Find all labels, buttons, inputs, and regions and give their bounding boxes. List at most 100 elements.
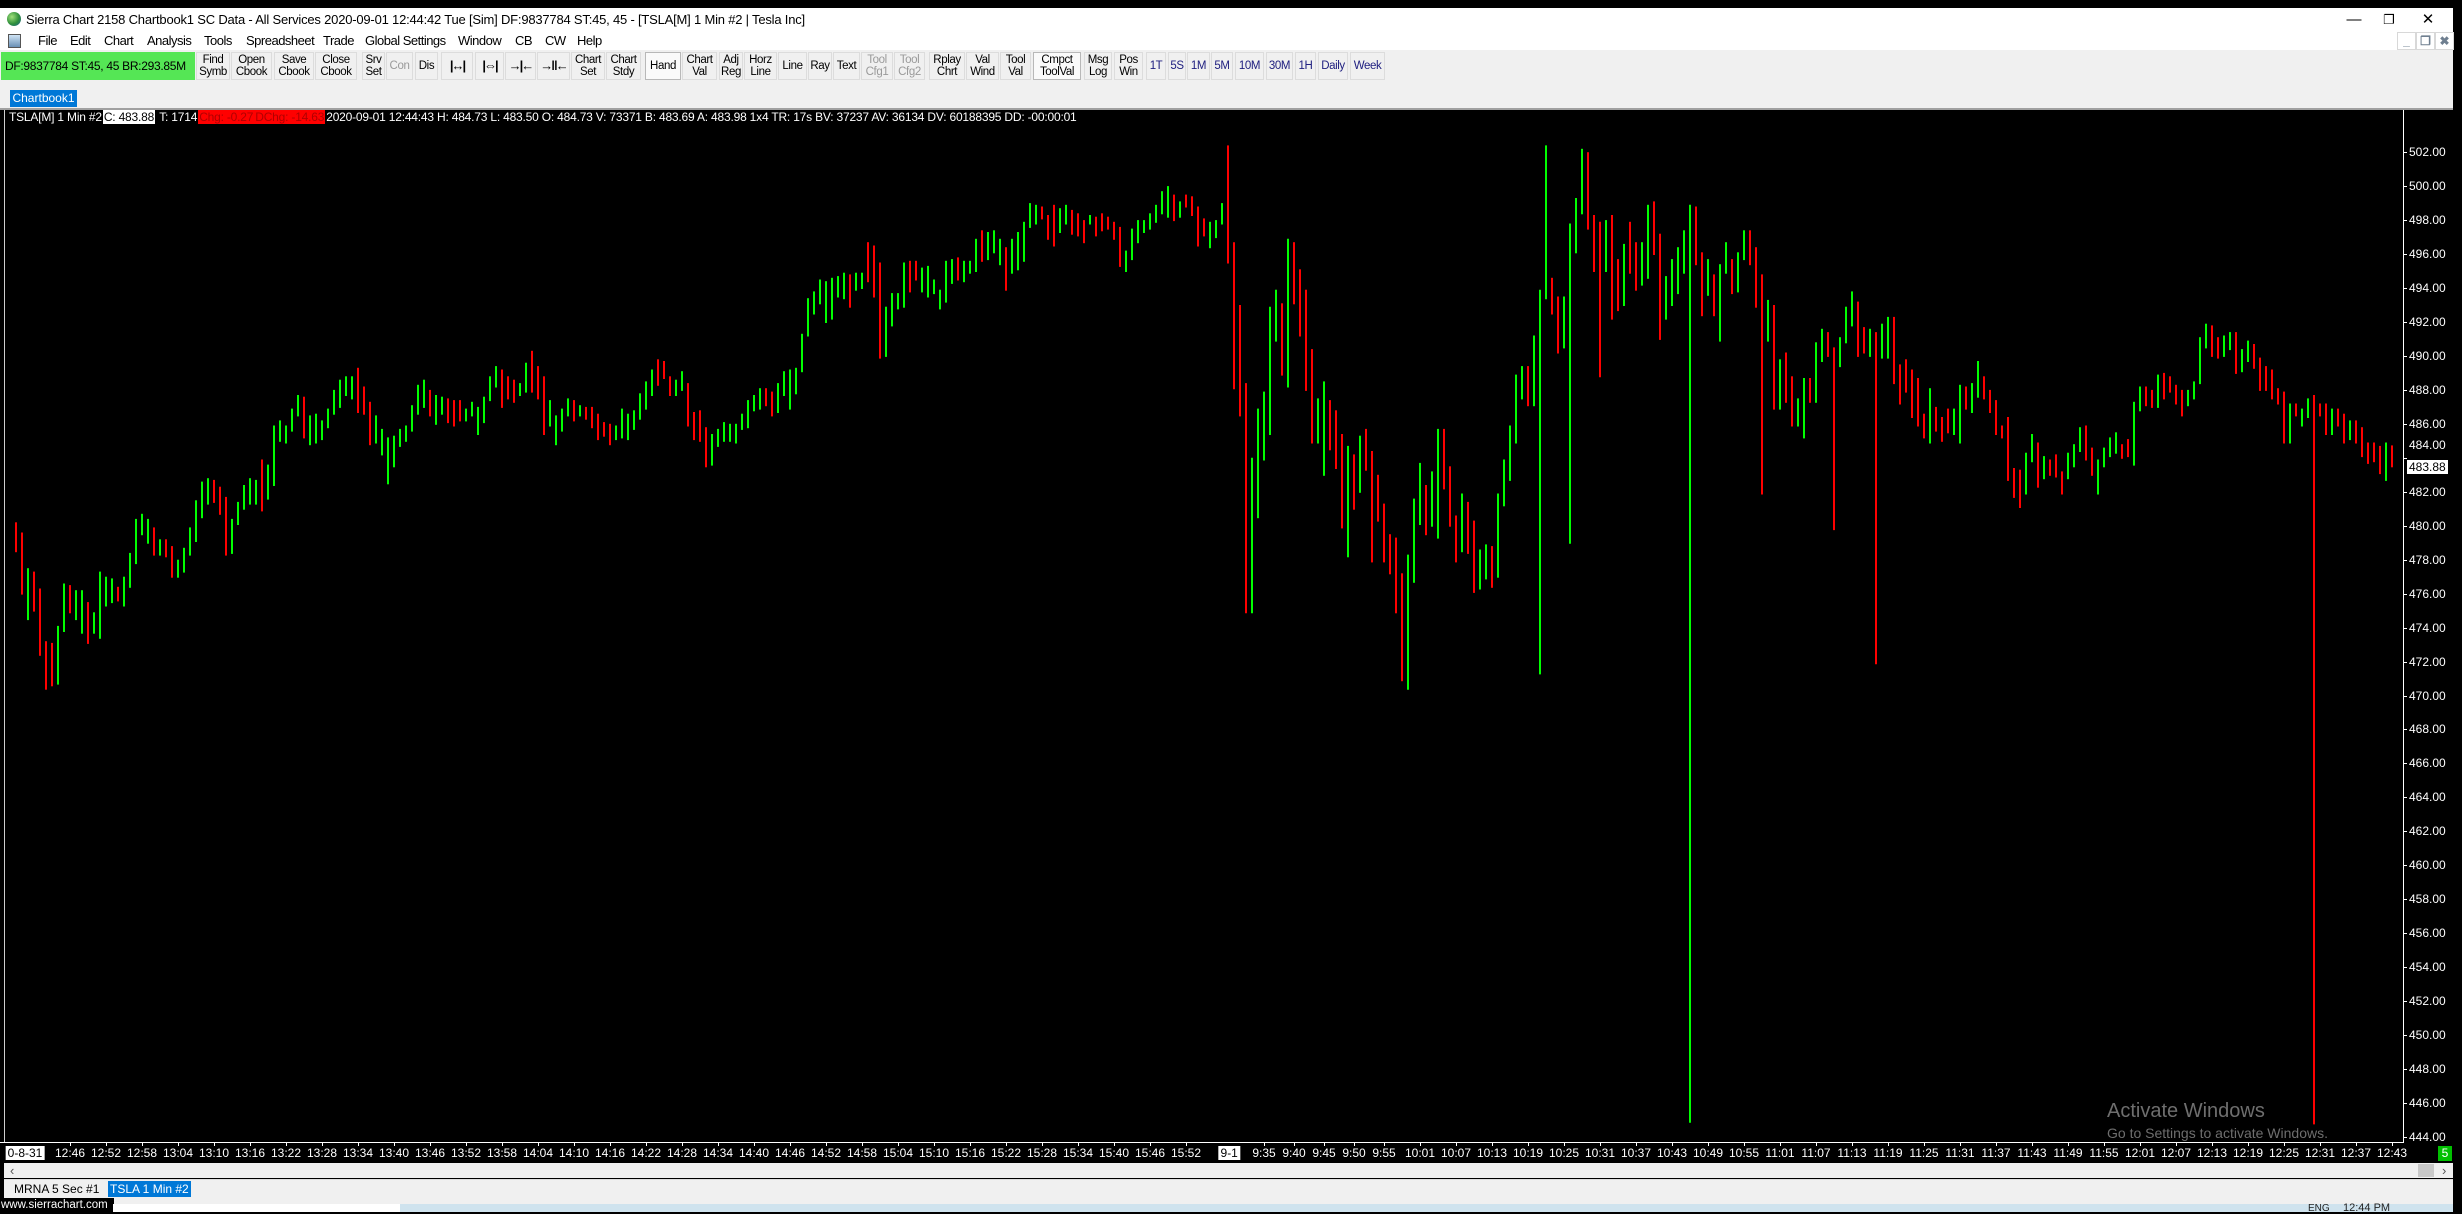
time-label: 14:46 <box>774 1146 806 1160</box>
button-label: Val <box>975 53 990 66</box>
scale-compress-more-button[interactable]: →‖← <box>537 52 570 80</box>
mdi-restore-button[interactable]: ❐ <box>2416 32 2435 50</box>
time-label: 10:07 <box>1440 1146 1472 1160</box>
menu-help[interactable]: Help <box>577 33 602 48</box>
save-cbook-button[interactable]: Save Cbook <box>274 52 314 80</box>
minimize-window-button[interactable]: — <box>2346 11 2362 28</box>
time-tick <box>1492 1142 1493 1146</box>
menu-cb[interactable]: CB <box>515 33 533 48</box>
5m-button[interactable]: 5M <box>1211 52 1233 80</box>
time-label: 14:34 <box>702 1146 734 1160</box>
chart-stdy-button[interactable]: Chart Stdy <box>606 52 641 80</box>
1h-button[interactable]: 1H <box>1295 52 1316 80</box>
chartbook-menu-icon[interactable] <box>8 34 21 48</box>
price-tick <box>2403 695 2407 697</box>
time-label: 14:28 <box>666 1146 698 1160</box>
chartbook-tab[interactable]: Chartbook1 <box>10 90 77 107</box>
menu-trade[interactable]: Trade <box>323 33 354 48</box>
button-label: Val <box>692 66 707 78</box>
menu-cw[interactable]: CW <box>545 33 566 48</box>
menu-global-settings[interactable]: Global Settings <box>365 33 446 48</box>
menu-spreadsheet[interactable]: Spreadsheet <box>246 33 315 48</box>
button-label: Tool <box>899 53 920 66</box>
chart-val-button[interactable]: Chart Val <box>682 52 717 80</box>
taskbar-language[interactable]: ENG <box>2308 1203 2330 1214</box>
srv-set-button[interactable]: Srv Set <box>362 52 385 80</box>
daily-button[interactable]: Daily <box>1318 52 1348 80</box>
rplay-chrt-button[interactable]: Rplay Chrt <box>929 52 965 80</box>
dis-button[interactable]: Dis <box>415 52 438 80</box>
mdi-close-button[interactable]: ✖ <box>2435 32 2454 50</box>
menu-chart[interactable]: Chart <box>104 33 134 48</box>
5s-button[interactable]: 5S <box>1168 52 1186 80</box>
menu-edit[interactable]: Edit <box>70 33 91 48</box>
find-symb-button[interactable]: Find Symb <box>196 52 230 80</box>
week-button[interactable]: Week <box>1350 52 1385 80</box>
time-tick <box>1294 1142 1295 1146</box>
time-tick <box>862 1142 863 1146</box>
taskbar-search-box[interactable] <box>113 1204 400 1212</box>
button-label: Chart <box>610 53 637 66</box>
adj-reg-button[interactable]: Adj Reg <box>719 52 743 80</box>
bar-count-badge: 5 <box>2438 1146 2452 1161</box>
time-tick <box>2356 1142 2357 1146</box>
con-button[interactable]: Con <box>386 52 413 80</box>
price-label: 496.00 <box>2409 247 2446 262</box>
tool-cfg2-button[interactable]: Tool Cfg2 <box>894 52 925 80</box>
time-label: 10:19 <box>1512 1146 1544 1160</box>
text-button[interactable]: Text <box>833 52 860 80</box>
chart-horizontal-scrollbar[interactable]: ‹ › <box>4 1163 2453 1178</box>
info-symbol: TSLA[M] 1 Min #2 <box>9 110 102 124</box>
time-tick <box>1186 1142 1187 1146</box>
ray-button[interactable]: Ray <box>808 52 832 80</box>
button-label: Open <box>238 53 265 66</box>
date-label: 0-8-31 <box>5 1146 45 1160</box>
price-label: 478.00 <box>2409 552 2446 567</box>
line-button[interactable]: Line <box>778 52 807 80</box>
val-wind-button[interactable]: Val Wind <box>966 52 999 80</box>
tool-cfg1-button[interactable]: Tool Cfg1 <box>861 52 893 80</box>
tool-val-button[interactable]: Tool Val <box>1000 52 1031 80</box>
menu-window[interactable]: Window <box>458 33 502 48</box>
time-tick <box>1636 1142 1637 1146</box>
chart-set-button[interactable]: Chart Set <box>571 52 605 80</box>
price-label: 472.00 <box>2409 654 2446 669</box>
chart-tab-tsla[interactable]: TSLA 1 Min #2 <box>108 1181 191 1197</box>
open-cbook-button[interactable]: Open Cbook <box>231 52 272 80</box>
chart-plot-area[interactable] <box>0 110 2403 1142</box>
time-tick <box>1924 1142 1925 1146</box>
restore-window-button[interactable]: ❐ <box>2383 12 2395 27</box>
scale-expand-button[interactable]: |⇔| <box>475 52 504 80</box>
30m-button[interactable]: 30M <box>1266 52 1293 80</box>
taskbar-clock[interactable]: 12:44 PM <box>2343 1202 2391 1214</box>
sierrachart-site-link[interactable]: www.sierrachart.com <box>0 1198 114 1212</box>
close-cbook-button[interactable]: Close Cbook <box>315 52 357 80</box>
time-tick <box>2068 1142 2069 1146</box>
scale-range-button[interactable]: |↔| <box>441 52 473 80</box>
menu-tools[interactable]: Tools <box>204 33 232 48</box>
10m-button[interactable]: 10M <box>1235 52 1264 80</box>
chart-tab-mrna[interactable]: MRNA 5 Sec #1 <box>14 1182 100 1196</box>
scroll-right-arrow-icon[interactable]: › <box>2442 1163 2447 1178</box>
scale-range-icon: |↔| <box>449 57 466 73</box>
cmpct-toolval-button[interactable]: Cmpct ToolVal <box>1033 52 1081 80</box>
1t-button[interactable]: 1T <box>1146 52 1166 80</box>
pos-win-button[interactable]: Pos Win <box>1114 52 1143 80</box>
price-label: 458.00 <box>2409 892 2446 907</box>
menu-file[interactable]: File <box>38 33 57 48</box>
time-label: 12:52 <box>90 1146 122 1160</box>
price-tick <box>2403 729 2407 731</box>
hand-button[interactable]: Hand <box>645 52 681 80</box>
msg-log-button[interactable]: Msg Log <box>1084 52 1112 80</box>
scrollbar-thumb[interactable] <box>2418 1164 2434 1177</box>
time-label: 11:37 <box>1981 1146 2011 1160</box>
1m-button[interactable]: 1M <box>1187 52 1210 80</box>
scroll-left-arrow-icon[interactable]: ‹ <box>10 1163 15 1178</box>
mdi-minimize-button[interactable]: _ <box>2397 32 2416 50</box>
horz-line-button[interactable]: Horz Line <box>744 52 777 80</box>
scale-compress-button[interactable]: →|← <box>505 52 536 80</box>
price-label: 490.00 <box>2409 348 2446 363</box>
close-window-button[interactable]: ✕ <box>2421 11 2435 28</box>
menu-analysis[interactable]: Analysis <box>147 33 192 48</box>
windows-taskbar: ENG 12:44 PM <box>113 1202 2453 1214</box>
